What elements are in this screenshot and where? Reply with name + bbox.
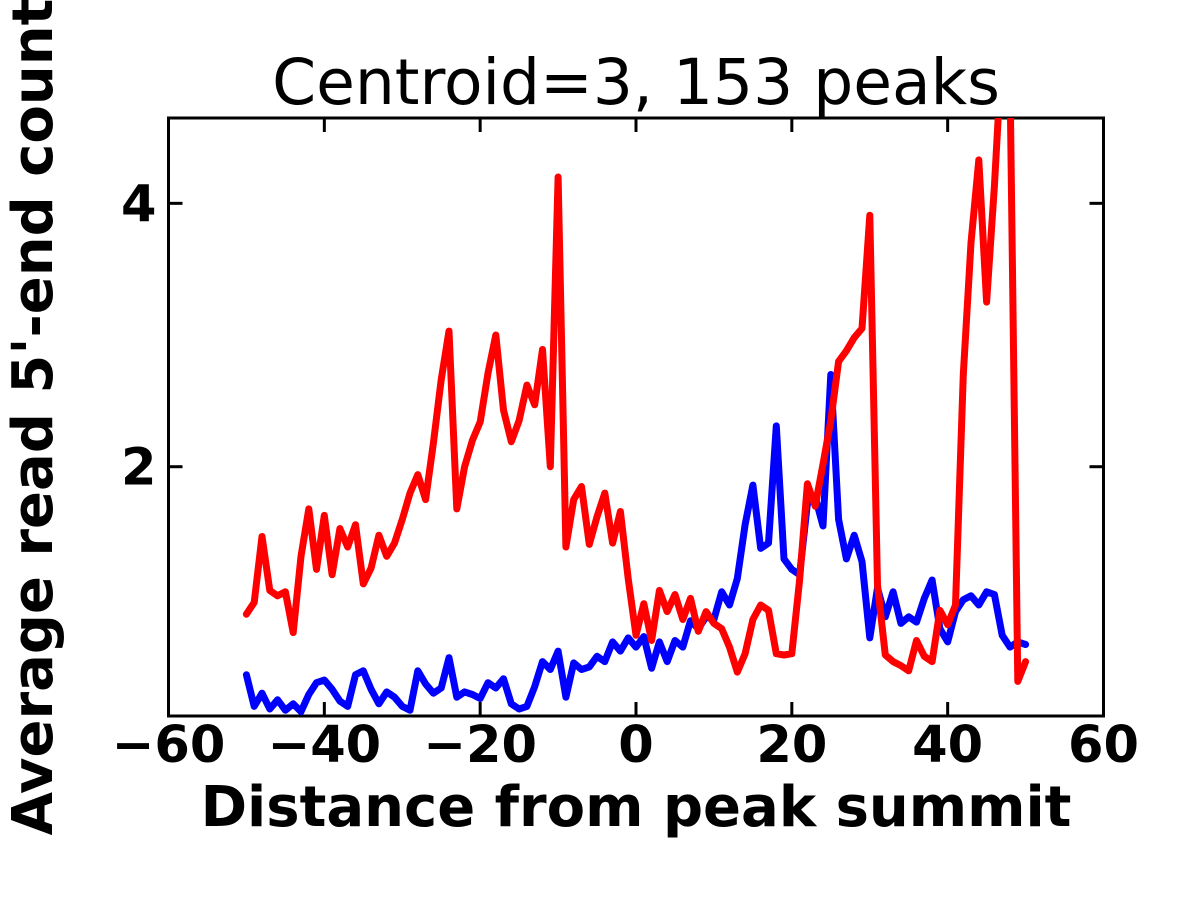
x-tick-label: 60 <box>1068 716 1139 775</box>
y-tick-labels: 2 4 <box>121 175 157 497</box>
x-tick-label: 20 <box>756 716 827 775</box>
chart-title: Centroid=3, 153 peaks <box>272 46 1000 119</box>
y-tick-label: 4 <box>121 175 157 234</box>
series-red-line <box>242 118 1030 685</box>
y-axis-label: Average read 5'-end count <box>1 0 66 835</box>
axis-ticks <box>167 118 1105 716</box>
x-tick-labels: −60 −40 −20 0 20 40 60 <box>112 716 1139 775</box>
x-tick-label: 0 <box>618 716 654 775</box>
y-tick-label: 2 <box>121 439 157 498</box>
series-group <box>242 118 1030 716</box>
series-blue-line <box>242 371 1030 716</box>
x-tick-label: −40 <box>267 716 381 775</box>
x-tick-label: −20 <box>423 716 537 775</box>
x-tick-label: −60 <box>112 716 226 775</box>
x-tick-label: 40 <box>912 716 983 775</box>
x-axis-label: Distance from peak summit <box>201 775 1072 840</box>
